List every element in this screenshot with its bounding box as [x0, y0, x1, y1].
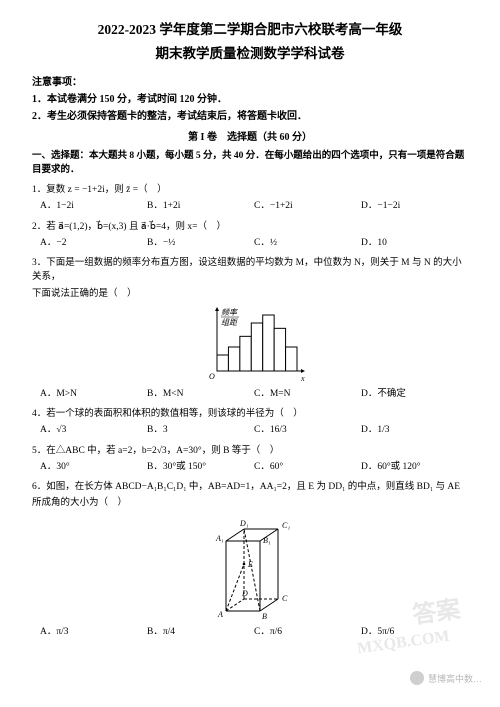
q5-options: A．30° B．30°或 150° C．60° D．60°或 120° — [40, 460, 468, 474]
svg-text:C: C — [282, 594, 288, 603]
svg-text:C₁: C₁ — [282, 521, 290, 530]
q3-opt-a: A．M>N — [40, 387, 147, 401]
svg-text:O: O — [209, 372, 215, 381]
q1-options: A．1−2i B．1+2i C．−1+2i D．−1−2i — [40, 199, 468, 213]
watermark-text: 慧博高中数… — [428, 672, 482, 685]
q4-options: A．√3 B．3 C．16/3 D．1/3 — [40, 423, 468, 437]
q6-options: A．π/3 B．π/4 C．π/6 D．5π/6 — [40, 625, 468, 639]
part-head: 第 I 卷 选择题（共 60 分） — [32, 130, 468, 145]
histogram-svg: 频率组距 x O — [195, 305, 305, 385]
q5-opt-d: D．60°或 120° — [361, 460, 468, 474]
svg-text:D: D — [241, 589, 248, 598]
q3-opt-c: C．M=N — [254, 387, 361, 401]
svg-text:频率: 频率 — [221, 308, 239, 317]
q3-opt-b: B．M<N — [147, 387, 254, 401]
watermark-icon — [410, 671, 424, 685]
cube-diagram: A B C D A₁ B₁ C₁ D₁ E — [32, 513, 468, 623]
q5-opt-b: B．30°或 150° — [147, 460, 254, 474]
q2-opt-c: C．½ — [254, 236, 361, 250]
q4-opt-d: D．1/3 — [361, 423, 468, 437]
q1-stem: 1．复数 z = −1+2i，则 z̄ =（ ） — [32, 183, 468, 197]
q1-opt-a: A．1−2i — [40, 199, 147, 213]
svg-text:组距: 组距 — [221, 318, 239, 327]
q5-opt-c: C．60° — [254, 460, 361, 474]
notice-1: 1．本试卷满分 150 分，考试时间 120 分钟． — [32, 92, 468, 107]
cube-svg: A B C D A₁ B₁ C₁ D₁ E — [208, 513, 292, 623]
title-line-2: 期末教学质量检测数学学科试卷 — [32, 42, 468, 66]
section-1-instr: 一、选择题：本大题共 8 小题，每小题 5 分，共 40 分．在每小题给出的四个… — [32, 149, 468, 178]
svg-text:B: B — [262, 612, 267, 621]
svg-text:A₁: A₁ — [215, 534, 224, 543]
q2-stem: 2．若 a⃗=(1,2)，b⃗=(x,3) 且 a⃗·b⃗=4，则 x=（ ） — [32, 220, 468, 234]
svg-text:A: A — [217, 610, 223, 619]
q2-options: A．−2 B．−½ C．½ D．10 — [40, 236, 468, 250]
histogram-chart: 频率组距 x O — [32, 305, 468, 385]
q2-opt-b: B．−½ — [147, 236, 254, 250]
q4-opt-a: A．√3 — [40, 423, 147, 437]
svg-text:x: x — [300, 374, 305, 383]
notice-head: 注意事项： — [32, 75, 468, 90]
watermark: 慧博高中数… — [410, 671, 482, 685]
q1-opt-b: B．1+2i — [147, 199, 254, 213]
q6-stem-b: 所成角的大小为（ ） — [32, 496, 468, 510]
q4-opt-c: C．16/3 — [254, 423, 361, 437]
q2-opt-a: A．−2 — [40, 236, 147, 250]
q6-opt-a: A．π/3 — [40, 625, 147, 639]
q6-opt-c: C．π/6 — [254, 625, 361, 639]
q6-opt-d: D．5π/6 — [361, 625, 468, 639]
notice-2: 2．考生必须保持答题卡的整洁，考试结束后，将答题卡收回． — [32, 109, 468, 124]
q3-stem-b: 下面说法正确的是（ ） — [32, 287, 468, 301]
q2-opt-d: D．10 — [361, 236, 468, 250]
q6-opt-b: B．π/4 — [147, 625, 254, 639]
q3-options: A．M>N B．M<N C．M=N D．不确定 — [40, 387, 468, 401]
q5-opt-a: A．30° — [40, 460, 147, 474]
svg-text:D₁: D₁ — [239, 519, 249, 528]
q5-stem: 5．在△ABC 中，若 a=2，b=2√3，A=30°，则 B 等于（ ） — [32, 444, 468, 458]
q3-opt-d: D．不确定 — [361, 387, 468, 401]
title-line-1: 2022-2023 学年度第二学期合肥市六校联考高一年级 — [32, 18, 468, 42]
svg-text:E: E — [247, 560, 253, 569]
q4-opt-b: B．3 — [147, 423, 254, 437]
q1-opt-d: D．−1−2i — [361, 199, 468, 213]
q6-stem-a: 6．如图，在长方体 ABCD−A₁B₁C₁D₁ 中，AB=AD=1，AA₁=2，… — [32, 480, 468, 494]
q3-stem-a: 3．下面是一组数据的频率分布直方图，设这组数据的平均数为 M，中位数为 N，则关… — [32, 256, 468, 285]
q1-opt-c: C．−1+2i — [254, 199, 361, 213]
svg-text:B₁: B₁ — [263, 536, 271, 545]
q4-stem: 4．若一个球的表面积和体积的数值相等，则该球的半径为（ ） — [32, 407, 468, 421]
